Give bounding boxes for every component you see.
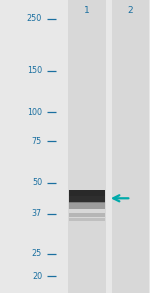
Bar — [112, 0, 149, 293]
Bar — [69, 213, 105, 217]
Bar — [69, 218, 105, 221]
Text: 1: 1 — [84, 6, 90, 15]
Text: 25: 25 — [32, 249, 42, 258]
Bar — [69, 196, 105, 203]
Text: 100: 100 — [27, 108, 42, 117]
Text: 2: 2 — [128, 6, 133, 15]
Text: 37: 37 — [32, 209, 42, 218]
Text: 20: 20 — [32, 272, 42, 281]
Bar — [69, 190, 105, 202]
Bar — [69, 203, 105, 209]
Text: 50: 50 — [32, 178, 42, 188]
Bar — [68, 0, 106, 293]
Text: 250: 250 — [27, 14, 42, 23]
Text: 75: 75 — [32, 137, 42, 146]
Text: 150: 150 — [27, 66, 42, 75]
